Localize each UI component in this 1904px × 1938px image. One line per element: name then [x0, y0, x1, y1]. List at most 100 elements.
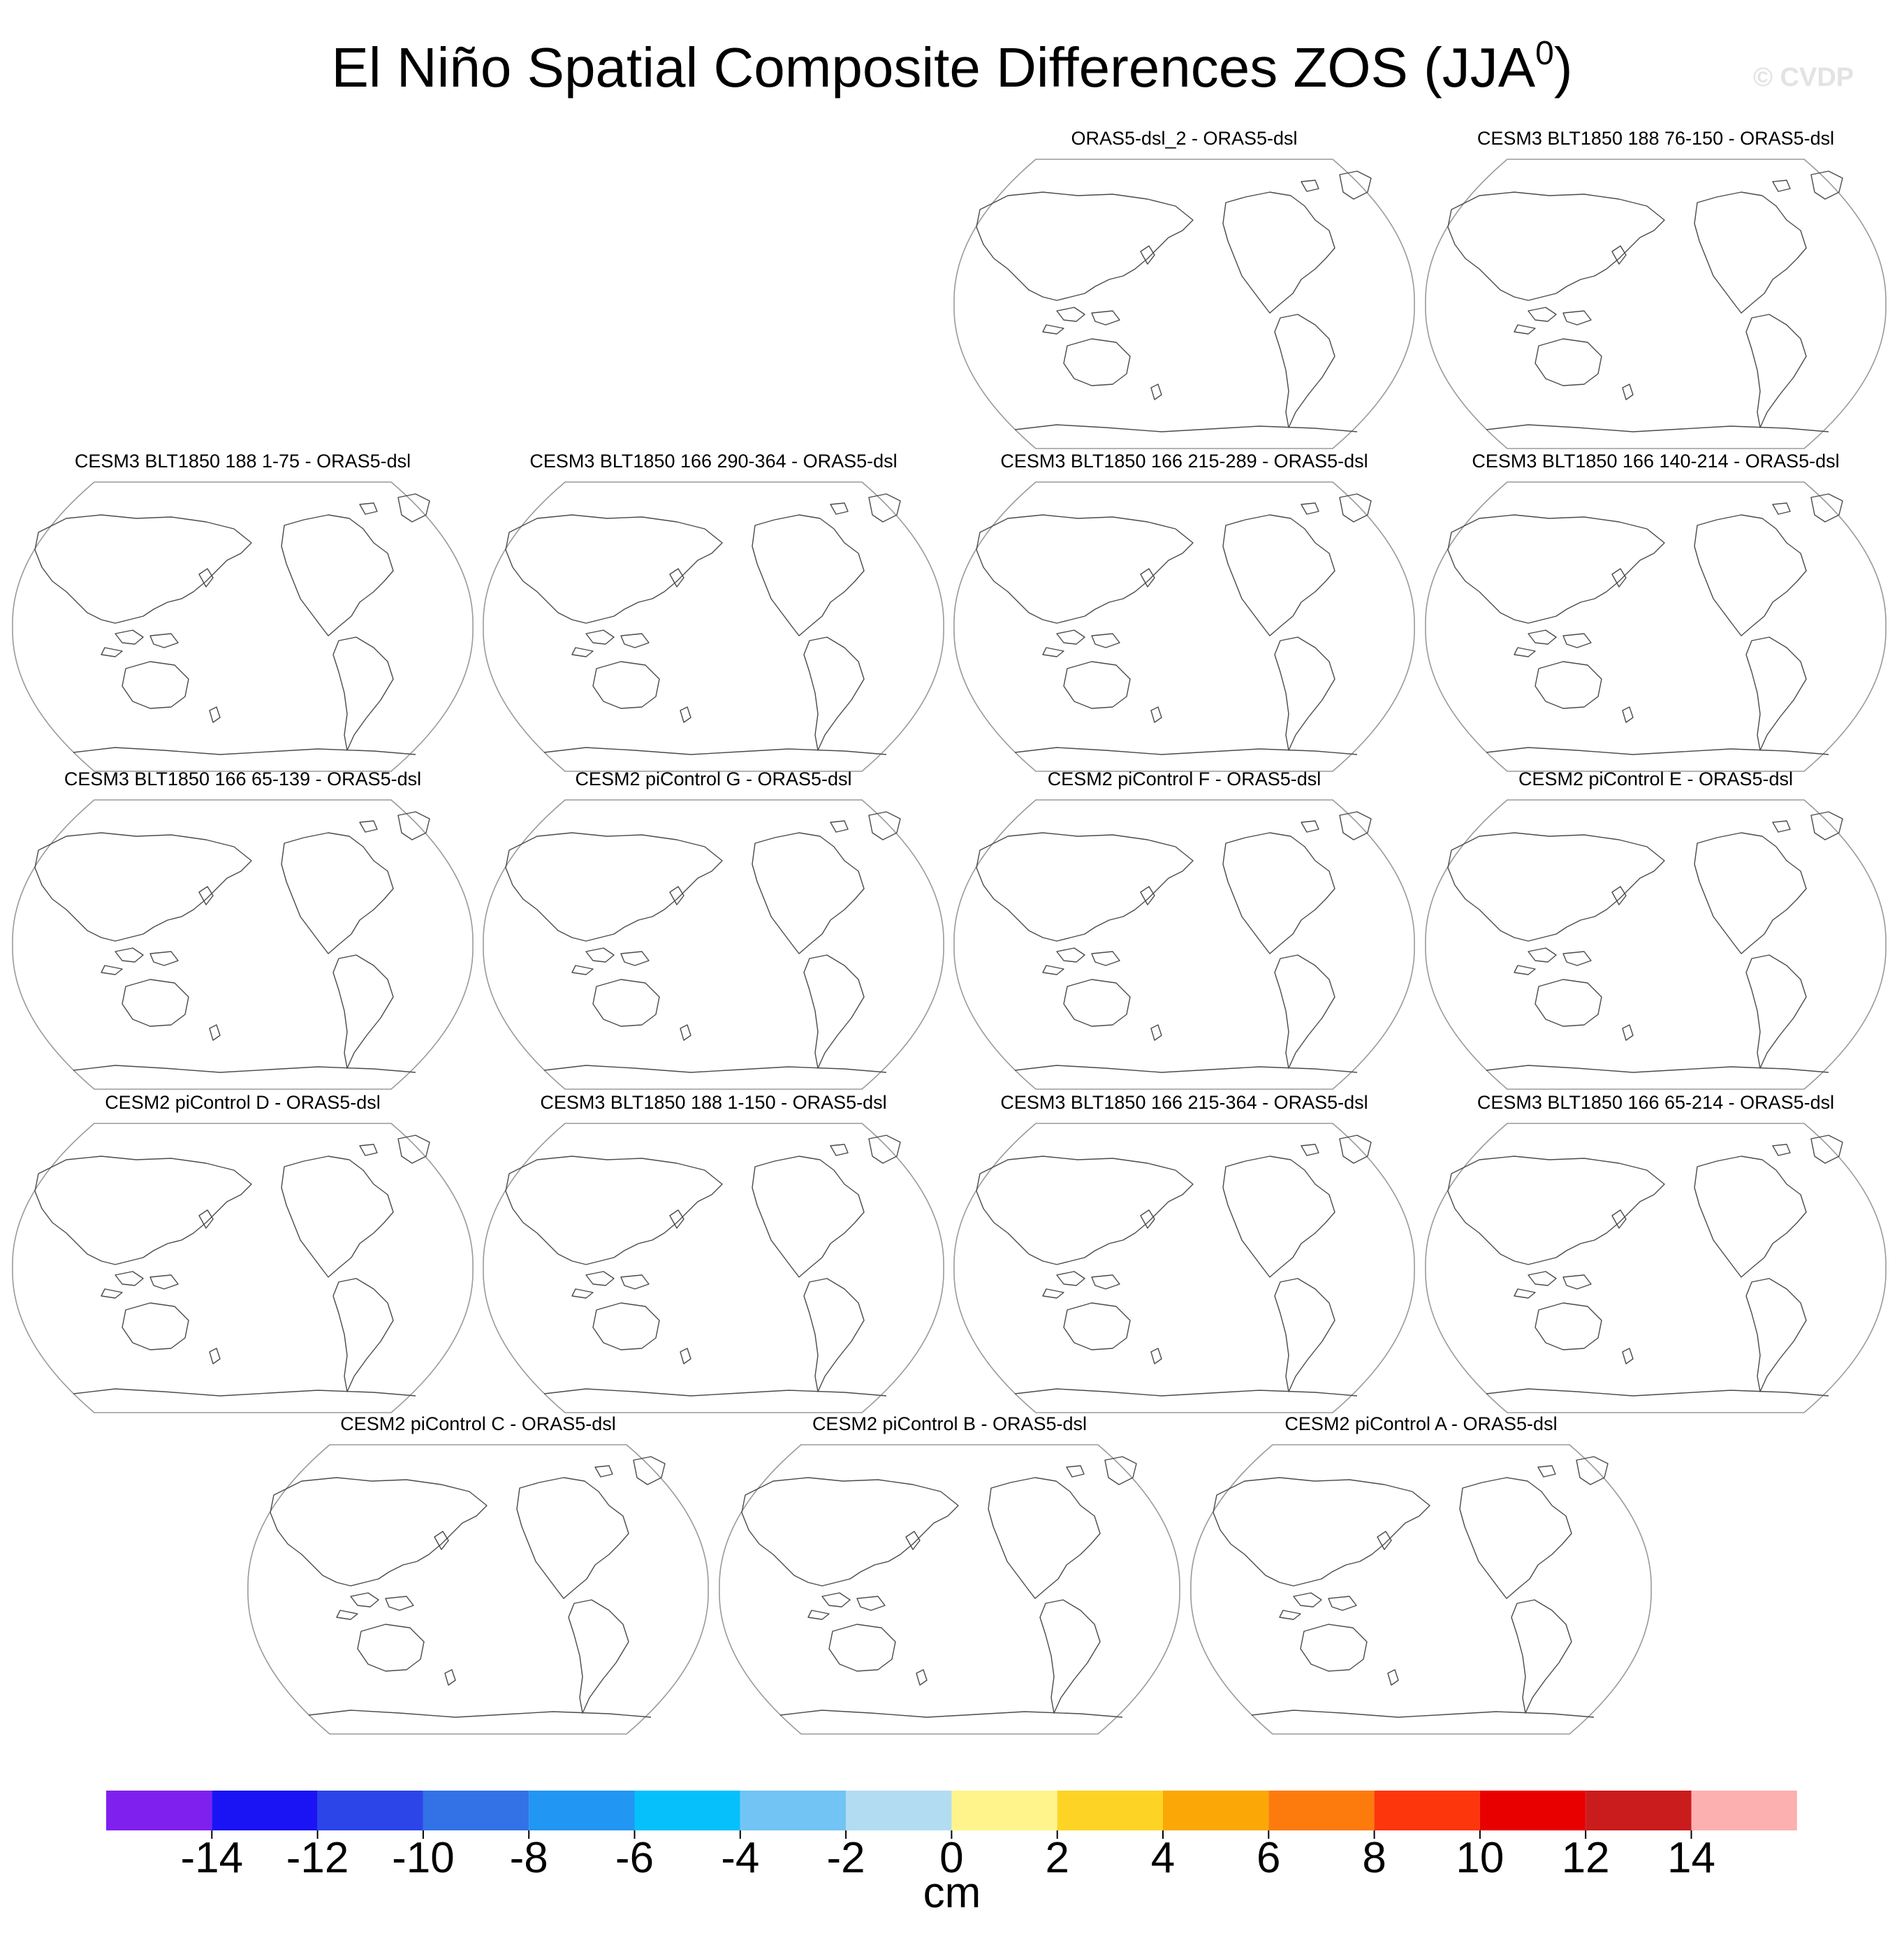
- world-map: [483, 799, 944, 1090]
- coastline: [830, 1144, 849, 1156]
- world-map: [953, 799, 1415, 1090]
- panel-title: CESM3 BLT1850 166 140-214 - ORAS5-dsl: [1472, 451, 1840, 472]
- coastline: [1514, 965, 1536, 975]
- coastline: [1486, 1388, 1829, 1397]
- colorbar-box: [634, 1791, 740, 1830]
- coastline: [209, 1348, 221, 1364]
- coastline: [807, 1610, 830, 1620]
- coastline: [1528, 629, 1557, 645]
- map-boundary: [247, 1444, 709, 1735]
- coastline: [1514, 647, 1536, 657]
- coastline: [1772, 502, 1791, 515]
- coastline: [1066, 1465, 1085, 1478]
- coastline: [1447, 191, 1665, 301]
- coastline: [1274, 954, 1335, 1069]
- coastline: [336, 1610, 358, 1620]
- map-boundary: [1425, 799, 1887, 1090]
- coastline: [868, 1135, 901, 1164]
- coastline: [1772, 1144, 1791, 1156]
- coastline: [1528, 1271, 1557, 1286]
- panel-title: CESM2 piControl F - ORAS5-dsl: [1047, 768, 1321, 789]
- panel-title: ORAS5-dsl_2 - ORAS5-dsl: [1071, 128, 1298, 149]
- coastline: [359, 502, 378, 515]
- map-panel: CESM2 piControl C - ORAS5-dsl: [246, 1411, 710, 1740]
- coastline: [505, 1156, 723, 1265]
- coastline: [1339, 170, 1372, 200]
- coastline: [976, 1156, 1194, 1265]
- coastline: [592, 979, 660, 1027]
- panel-title: CESM3 BLT1850 166 215-364 - ORAS5-dsl: [1000, 1092, 1368, 1113]
- coastline: [1537, 1465, 1556, 1478]
- coastline: [752, 1156, 865, 1278]
- coastline: [34, 832, 252, 942]
- coastline: [543, 747, 887, 755]
- coastline: [1042, 647, 1064, 657]
- coastline: [115, 1271, 144, 1286]
- coastline: [1772, 820, 1791, 833]
- colorbar-tick-label: -12: [286, 1834, 349, 1882]
- map-boundary: [12, 799, 474, 1090]
- coastline: [115, 629, 144, 645]
- coastline: [1562, 310, 1592, 326]
- coastline: [1213, 1477, 1430, 1587]
- coastline: [585, 629, 615, 645]
- coastline: [1562, 1274, 1592, 1290]
- coastline: [1222, 832, 1335, 954]
- panel-title: CESM3 BLT1850 188 1-150 - ORAS5-dsl: [540, 1092, 887, 1113]
- coastline: [1063, 661, 1131, 709]
- coastline: [209, 706, 221, 723]
- map-panel: CESM3 BLT1850 188 1-150 - ORAS5-dsl: [481, 1090, 946, 1418]
- coastline: [1611, 1209, 1627, 1229]
- colorbar-box: [1268, 1791, 1375, 1830]
- map-boundary: [953, 1123, 1415, 1413]
- colorbar-box: [1586, 1791, 1692, 1830]
- world-map: [12, 1123, 474, 1413]
- coastline: [1447, 832, 1665, 942]
- coastline: [1486, 747, 1829, 755]
- map-boundary: [1425, 1123, 1887, 1413]
- coastline: [1511, 1599, 1572, 1714]
- coastline: [1140, 886, 1155, 905]
- coastline: [34, 514, 252, 624]
- coastline: [1328, 1596, 1357, 1611]
- coastline: [350, 1592, 379, 1608]
- coastline: [357, 1624, 425, 1672]
- coastline: [1039, 1599, 1101, 1714]
- map-boundary: [483, 1123, 944, 1413]
- map-panel: ORAS5-dsl_2 - ORAS5-dsl: [952, 126, 1416, 454]
- coastline: [571, 965, 594, 975]
- coastline: [281, 1156, 394, 1278]
- world-map: [247, 1444, 709, 1735]
- coastline: [1694, 1156, 1807, 1278]
- coastline: [976, 832, 1194, 942]
- coastline: [1091, 951, 1120, 966]
- coastline: [1042, 965, 1064, 975]
- world-map: [719, 1444, 1180, 1735]
- coastline: [198, 1209, 214, 1229]
- coastline: [821, 1592, 851, 1608]
- world-map: [1425, 481, 1887, 772]
- coastline: [1140, 245, 1155, 265]
- coastline: [976, 514, 1194, 624]
- world-map: [1425, 159, 1887, 449]
- coastline: [505, 832, 723, 942]
- coastline: [1014, 747, 1358, 755]
- coastline: [741, 1477, 959, 1587]
- coastline: [1772, 180, 1791, 192]
- coastline: [73, 1388, 416, 1397]
- panel-title: CESM2 piControl D - ORAS5-dsl: [105, 1092, 381, 1113]
- coastline: [397, 493, 430, 523]
- coastline: [1562, 951, 1592, 966]
- coastline: [1745, 314, 1807, 428]
- coastline: [1293, 1592, 1322, 1608]
- coastline: [1622, 1024, 1634, 1041]
- coastline: [585, 947, 615, 963]
- world-map: [953, 159, 1415, 449]
- panel-title: CESM2 piControl A - ORAS5-dsl: [1284, 1413, 1558, 1434]
- coastline: [281, 832, 394, 954]
- colorbar-tick-label: 4: [1150, 1834, 1176, 1882]
- coastline: [585, 1271, 615, 1286]
- colorbar-tick-label: 12: [1561, 1834, 1610, 1882]
- coastline: [1694, 514, 1807, 636]
- coastline: [1301, 820, 1319, 833]
